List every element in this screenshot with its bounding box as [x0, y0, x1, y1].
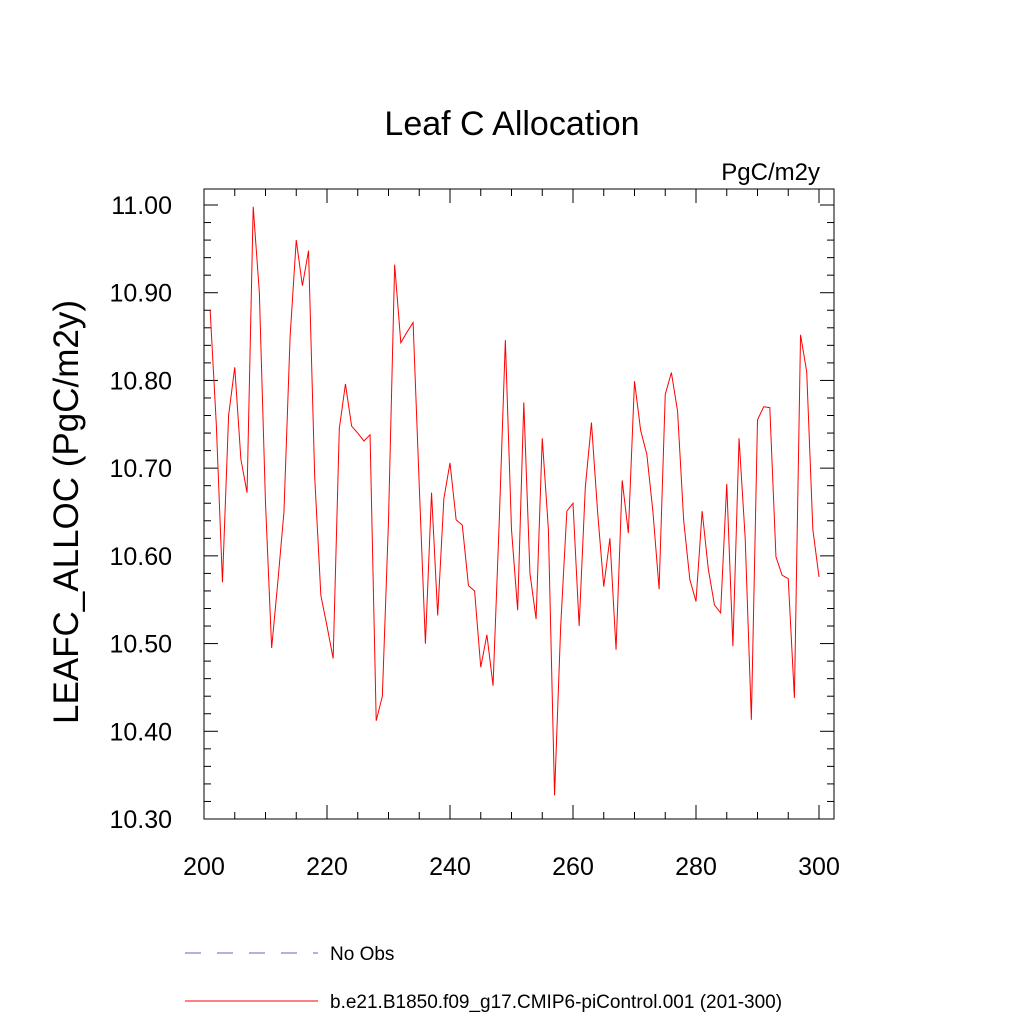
x-tick-label: 200	[183, 853, 225, 881]
y-tick-label: 10.40	[109, 718, 172, 746]
y-tick-label: 10.30	[109, 806, 172, 834]
legend-label-no-obs: No Obs	[330, 944, 394, 965]
y-tick-label: 10.80	[109, 367, 172, 395]
y-tick-label: 10.60	[109, 543, 172, 571]
units-label: PgC/m2y	[721, 159, 820, 186]
legend: No Obs b.e21.B1850.f09_g17.CMIP6-piContr…	[185, 944, 782, 1013]
legend-label-picontrol: b.e21.B1850.f09_g17.CMIP6-piControl.001 …	[330, 992, 782, 1013]
x-tick-label: 220	[306, 853, 348, 881]
y-tick-label: 10.70	[109, 455, 172, 483]
x-tick-label: 260	[552, 853, 594, 881]
x-axis-tick-labels: 200 220 240 260 280 300	[183, 853, 840, 881]
series-line-0	[209, 206, 820, 796]
chart-title: Leaf C Allocation	[384, 105, 639, 143]
x-tick-label: 240	[429, 853, 471, 881]
series-layer	[209, 206, 820, 796]
y-axis-label: LEAFC_ALLOC (PgC/m2y)	[47, 300, 86, 724]
y-tick-label: 10.50	[109, 631, 172, 659]
x-tick-label: 300	[798, 853, 840, 881]
plot-frame	[203, 188, 835, 820]
x-axis-ticks	[203, 189, 820, 819]
y-tick-label: 11.00	[111, 192, 172, 220]
y-tick-label: 10.90	[109, 280, 172, 308]
x-tick-label: 280	[675, 853, 717, 881]
y-axis-ticks	[204, 204, 834, 820]
y-axis-tick-labels: 10.30 10.40 10.50 10.60 10.70 10.80 10.90 11.00	[109, 192, 172, 834]
